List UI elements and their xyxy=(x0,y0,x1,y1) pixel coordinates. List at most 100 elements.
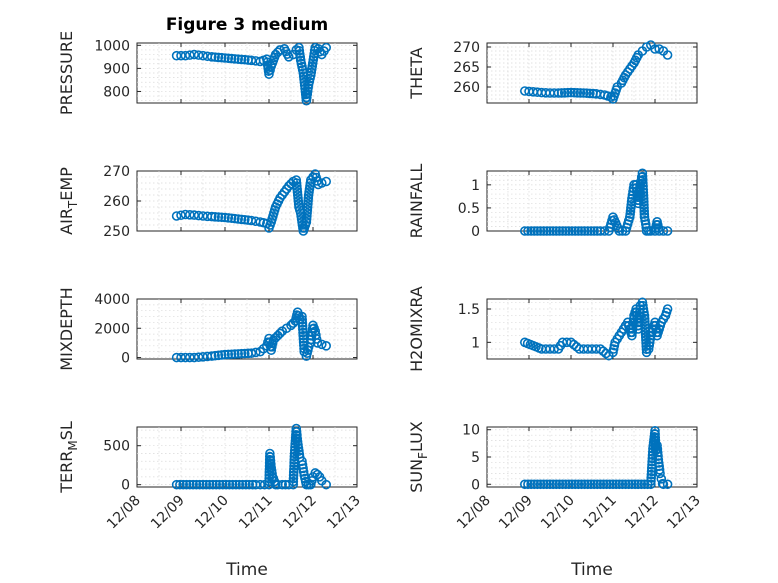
data-point xyxy=(638,187,649,198)
data-point xyxy=(645,479,656,490)
y-tick-label: 2000 xyxy=(94,321,130,337)
data-point xyxy=(265,455,276,466)
data-point xyxy=(639,310,650,321)
data-point xyxy=(226,349,237,360)
data-point xyxy=(647,456,657,467)
data-point xyxy=(180,352,191,363)
data-point xyxy=(644,340,655,351)
data-point xyxy=(573,479,584,490)
chart-title: Figure 3 medium xyxy=(166,15,328,35)
data-point xyxy=(303,82,313,93)
data-point xyxy=(554,479,565,490)
data-point xyxy=(581,88,592,98)
data-point xyxy=(545,226,555,236)
data-point xyxy=(185,479,195,490)
data-point xyxy=(658,226,669,236)
data-point xyxy=(538,479,549,490)
data-point xyxy=(640,329,651,339)
data-point xyxy=(640,320,650,330)
data-point xyxy=(216,52,227,63)
data-point xyxy=(652,444,663,454)
y-tick-label: 0 xyxy=(121,478,130,494)
data-point xyxy=(662,50,673,60)
data-point xyxy=(567,479,577,490)
data-point xyxy=(193,50,204,60)
data-point xyxy=(542,226,552,236)
data-point xyxy=(193,210,204,221)
data-point xyxy=(316,339,327,350)
data-point xyxy=(644,337,655,348)
data-point xyxy=(220,53,230,63)
data-point xyxy=(601,348,611,359)
subplot-1: 800 900 1000 PRESSURE Figure 3 medium xyxy=(57,15,358,115)
data-point xyxy=(605,479,615,490)
data-point xyxy=(551,479,562,490)
data-point xyxy=(637,171,648,182)
data-point xyxy=(630,479,640,490)
data-point xyxy=(189,49,199,60)
data-point xyxy=(640,316,650,327)
data-point xyxy=(297,321,308,331)
data-point xyxy=(523,226,533,236)
y-tick-label: 265 xyxy=(453,60,480,76)
data-point xyxy=(189,352,199,363)
y-tick-label: 0.5 xyxy=(458,201,480,217)
data-point xyxy=(231,479,241,490)
data-point xyxy=(275,45,285,55)
data-point xyxy=(251,479,261,490)
data-point xyxy=(639,307,649,318)
data-point xyxy=(560,226,571,236)
data-point xyxy=(601,479,612,490)
data-point xyxy=(301,217,312,227)
data-point xyxy=(311,334,322,344)
data-point xyxy=(213,212,224,222)
data-point xyxy=(638,190,649,201)
data-point xyxy=(639,200,649,210)
axes-box xyxy=(486,170,698,232)
data-point xyxy=(297,456,307,467)
data-point xyxy=(653,458,664,468)
y-tick-label: 0 xyxy=(471,477,480,493)
data-point xyxy=(230,213,240,224)
data-point xyxy=(188,479,198,490)
data-point xyxy=(185,50,195,60)
data-point xyxy=(289,464,299,474)
data-point xyxy=(646,476,656,486)
data-point xyxy=(246,348,257,358)
data-point xyxy=(532,479,543,490)
data-point xyxy=(265,452,276,462)
data-point xyxy=(566,87,576,98)
data-point xyxy=(288,476,299,487)
data-point xyxy=(548,226,558,236)
data-point xyxy=(236,214,247,225)
data-point xyxy=(240,54,250,65)
y-tick-label: 900 xyxy=(103,61,130,77)
data-point xyxy=(210,212,220,222)
data-point xyxy=(303,193,314,203)
data-point xyxy=(582,479,593,490)
data-point xyxy=(291,423,302,434)
data-point xyxy=(189,210,199,220)
series-markers xyxy=(519,297,673,361)
data-point xyxy=(650,435,661,446)
data-point xyxy=(564,226,574,236)
data-point xyxy=(542,479,552,490)
data-point xyxy=(586,479,596,490)
data-point xyxy=(298,327,308,338)
data-point xyxy=(643,344,654,354)
data-point xyxy=(223,349,234,360)
data-point xyxy=(216,212,227,223)
data-point xyxy=(560,479,571,490)
y-tick-label: 800 xyxy=(103,84,130,100)
y-tick-label: 0 xyxy=(121,351,130,367)
data-point xyxy=(321,341,332,351)
data-point xyxy=(191,479,202,490)
data-point xyxy=(265,448,275,459)
data-point xyxy=(654,461,665,472)
x-axis-label: Time xyxy=(225,560,268,580)
data-point xyxy=(180,209,191,220)
data-point xyxy=(617,479,628,490)
data-point xyxy=(301,214,312,224)
data-point xyxy=(213,350,224,361)
data-point xyxy=(220,212,230,223)
